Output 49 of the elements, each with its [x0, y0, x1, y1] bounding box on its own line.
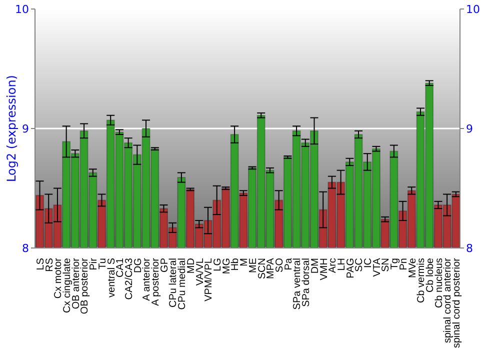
x-tick-label: LG — [212, 258, 224, 272]
x-tick-label: MD — [186, 258, 197, 274]
x-tick-label: VTA — [372, 258, 383, 277]
x-tick-label: Cb lobe — [425, 258, 436, 292]
x-tick-label: Cb nucleus — [434, 258, 445, 308]
y2-tick-label: 9 — [466, 122, 473, 136]
x-tick-label: LS — [35, 258, 46, 270]
x-tick-label: VPM/VPL — [204, 258, 215, 302]
x-tick-label: SCN — [256, 258, 268, 280]
x-tick-label: MPA — [266, 258, 277, 279]
x-tick-label: A anterior — [142, 257, 153, 301]
x-tick-label: Cx cingulate — [62, 258, 73, 314]
x-tick-label: ME — [248, 258, 259, 273]
x-tick-label: Pa — [283, 258, 294, 270]
x-tick-label: IC — [363, 258, 374, 268]
x-tick-label: SC — [354, 258, 366, 272]
x-tick-label: CA1 — [115, 258, 126, 278]
x-tick-label: RS — [44, 258, 56, 272]
x-tick-label: VMH — [318, 258, 330, 280]
x-tick-label: LH — [336, 258, 348, 271]
x-tick-label: Pir — [88, 257, 100, 270]
y-tick-label: 8 — [22, 242, 29, 255]
x-tick-label: SN — [380, 258, 392, 272]
x-tick-label: CA2/CA3 — [124, 258, 135, 300]
x-tick-label: Arc — [328, 258, 339, 273]
x-tick-label: OB anterior — [70, 257, 82, 310]
x-tick-label: spinal cord posterior — [452, 257, 463, 348]
x-tick-label: ventral S — [106, 258, 118, 298]
x-tick-label: A posterior — [150, 257, 162, 306]
x-tick-label: OB posterior — [80, 257, 91, 314]
x-tick-label: MVe — [407, 258, 418, 278]
x-tick-label: SO — [274, 258, 286, 272]
x-tick-label: GP — [159, 258, 170, 272]
x-tick-label: DG — [132, 258, 144, 273]
y-axis-title: Log2 (expression) — [4, 75, 18, 182]
x-tick-label: Tu — [97, 258, 108, 270]
y2-tick-label: 10 — [466, 2, 480, 16]
x-tick-label: Pn — [398, 258, 410, 270]
y2-tick-label: 8 — [466, 242, 473, 255]
x-tick-label: Hb — [230, 258, 242, 271]
x-tick-label: Tg — [390, 258, 401, 270]
y-tick-label: 9 — [22, 122, 29, 136]
x-tick-label: PAG — [345, 258, 356, 278]
x-tick-label: DM — [310, 258, 321, 274]
x-tick-label: SPa dorsal — [301, 258, 312, 307]
x-tick-label: M — [239, 258, 250, 266]
x-tick-label: spinal cord anterior — [442, 257, 454, 344]
x-tick-label: CPu medial — [177, 258, 188, 310]
y-tick-label: 10 — [15, 2, 29, 16]
